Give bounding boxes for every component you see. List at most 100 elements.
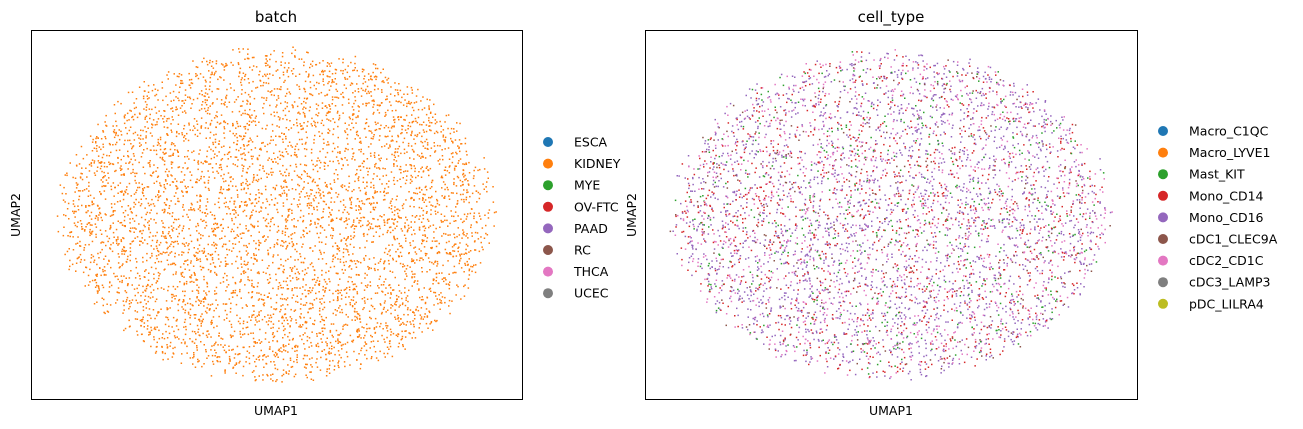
scatter-point: [424, 313, 426, 315]
scatter-point: [99, 212, 102, 215]
scatter-point: [262, 165, 264, 167]
scatter-point: [415, 95, 418, 97]
scatter-point: [392, 289, 394, 291]
scatter-point: [265, 64, 267, 67]
scatter-point: [328, 270, 330, 272]
scatter-point: [249, 103, 251, 105]
scatter-point: [453, 233, 455, 235]
scatter-point: [371, 100, 373, 102]
scatter-point: [297, 131, 300, 134]
scatter-point: [132, 132, 135, 135]
scatter-point: [363, 235, 365, 237]
scatter-point: [387, 229, 389, 232]
scatter-point: [117, 184, 119, 187]
scatter-point: [281, 316, 283, 319]
scatter-point: [431, 196, 433, 198]
scatter-point: [165, 330, 167, 333]
scatter-point: [467, 287, 470, 289]
scatter-point: [402, 203, 405, 205]
scatter-point: [377, 359, 380, 362]
scatter-point: [359, 140, 362, 143]
scatter-point: [406, 132, 408, 134]
scatter-point: [414, 216, 417, 218]
scatter-point: [318, 310, 321, 312]
scatter-point: [267, 64, 269, 66]
scatter-point: [276, 239, 279, 241]
scatter-point: [396, 300, 398, 303]
scatter-point: [304, 143, 307, 145]
scatter-point: [332, 227, 334, 230]
scatter-point: [352, 109, 355, 111]
scatter-point: [127, 156, 130, 158]
scatter-point: [150, 203, 152, 206]
scatter-point: [296, 359, 298, 361]
scatter-point: [150, 317, 152, 320]
scatter-point: [421, 257, 423, 259]
scatter-point: [183, 282, 186, 285]
scatter-point: [193, 281, 195, 283]
scatter-point: [436, 252, 439, 255]
scatter-point: [137, 186, 139, 189]
scatter-point: [140, 156, 143, 158]
scatter-point: [222, 188, 225, 191]
scatter-point: [310, 93, 312, 96]
scatter-point: [136, 287, 138, 290]
scatter-point: [302, 243, 304, 245]
scatter-point: [348, 116, 351, 118]
scatter-point: [208, 176, 210, 178]
scatter-point: [97, 155, 100, 157]
scatter-point: [192, 357, 194, 359]
scatter-point: [77, 221, 79, 223]
scatter-point: [169, 92, 172, 94]
scatter-point: [394, 238, 396, 241]
scatter-point: [460, 218, 462, 220]
scatter-point: [329, 301, 331, 303]
scatter-point: [424, 157, 427, 159]
scatter-point: [322, 191, 324, 193]
scatter-point: [309, 307, 311, 310]
scatter-point: [98, 207, 101, 209]
scatter-point: [294, 373, 297, 376]
scatter-point: [493, 225, 495, 227]
scatter-point: [396, 195, 398, 197]
scatter-point: [329, 183, 332, 185]
scatter-point: [485, 224, 487, 227]
scatter-point: [254, 341, 256, 343]
scatter-point: [478, 250, 481, 253]
scatter-point: [285, 138, 287, 140]
scatter-point: [320, 315, 323, 318]
scatter-point: [150, 175, 153, 177]
scatter-point: [225, 96, 227, 98]
scatter-point: [224, 197, 226, 199]
scatter-point: [430, 321, 433, 323]
scatter-point: [230, 323, 233, 326]
scatter-point: [164, 142, 166, 144]
scatter-point: [291, 297, 293, 299]
scatter-point: [240, 188, 243, 191]
scatter-point: [246, 263, 249, 266]
scatter-point: [339, 261, 342, 263]
scatter-point: [272, 380, 274, 382]
scatter-point: [337, 350, 340, 352]
scatter-point: [305, 295, 307, 298]
scatter-point: [147, 300, 149, 303]
scatter-point: [294, 287, 296, 289]
scatter-point: [190, 262, 192, 264]
scatter-point: [203, 301, 205, 303]
scatter-point: [196, 194, 198, 197]
scatter-point: [305, 284, 307, 286]
scatter-point: [419, 322, 421, 325]
scatter-point: [345, 217, 348, 219]
scatter-point: [81, 173, 83, 175]
scatter-point: [174, 145, 176, 147]
scatter-point: [380, 258, 382, 260]
scatter-point: [363, 257, 365, 260]
scatter-point: [115, 132, 117, 135]
scatter-point: [358, 353, 360, 355]
scatter-point: [181, 306, 183, 308]
scatter-point: [206, 285, 209, 288]
scatter-point: [414, 170, 416, 173]
scatter-point: [421, 124, 423, 126]
scatter-point: [333, 365, 336, 367]
scatter-point: [208, 163, 210, 165]
